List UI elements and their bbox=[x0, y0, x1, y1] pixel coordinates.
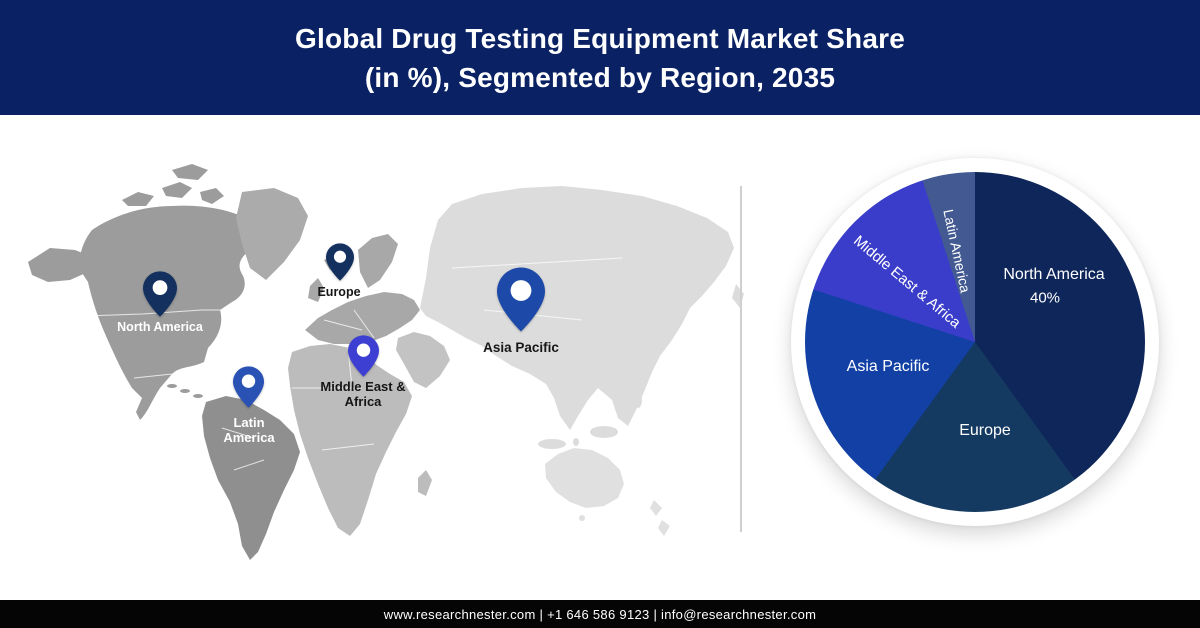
map-label-north-america: North America bbox=[117, 320, 203, 334]
map-pin-europe bbox=[326, 243, 354, 281]
vertical-divider bbox=[740, 186, 742, 532]
page-title-line1: Global Drug Testing Equipment Market Sha… bbox=[295, 22, 905, 54]
pie-chart bbox=[805, 172, 1145, 512]
map-pin-asia-pacific bbox=[497, 267, 545, 332]
map-pin-north-america bbox=[143, 271, 177, 317]
world-map bbox=[28, 164, 744, 560]
pie-slice-label-asia-pacific: Asia Pacific bbox=[846, 358, 930, 375]
continent-africa bbox=[288, 344, 432, 536]
middle-east bbox=[396, 332, 450, 388]
continent-south-america bbox=[202, 396, 300, 560]
pie-chart-ring bbox=[791, 158, 1159, 526]
footer-bar: www.researchnester.com | +1 646 586 9123… bbox=[0, 600, 1200, 628]
map-label-europe: Europe bbox=[317, 285, 361, 299]
header-banner: Global Drug Testing Equipment Market Sha… bbox=[0, 0, 1200, 115]
continent-australia bbox=[545, 448, 670, 536]
map-label-middle-east-africa: Middle East & Africa bbox=[320, 379, 406, 410]
greenland bbox=[236, 188, 308, 280]
page-title-line2: (in %), Segmented by Region, 2035 bbox=[364, 61, 836, 93]
pie-slice-value-north-america: 40% bbox=[1029, 289, 1061, 307]
map-label-asia-pacific: Asia Pacific bbox=[483, 340, 559, 355]
continent-north-america bbox=[28, 164, 259, 420]
pie-slice-label-europe: Europe bbox=[959, 422, 1011, 439]
map-pin-latin-america bbox=[233, 366, 264, 408]
map-label-latin-america: Latin America bbox=[223, 415, 275, 446]
continent-asia bbox=[420, 186, 744, 458]
footer-contact-text: www.researchnester.com | +1 646 586 9123… bbox=[383, 606, 817, 622]
pie-slice-label-north-america: North America bbox=[1003, 266, 1105, 283]
map-pin-middle-east-africa bbox=[348, 335, 379, 377]
